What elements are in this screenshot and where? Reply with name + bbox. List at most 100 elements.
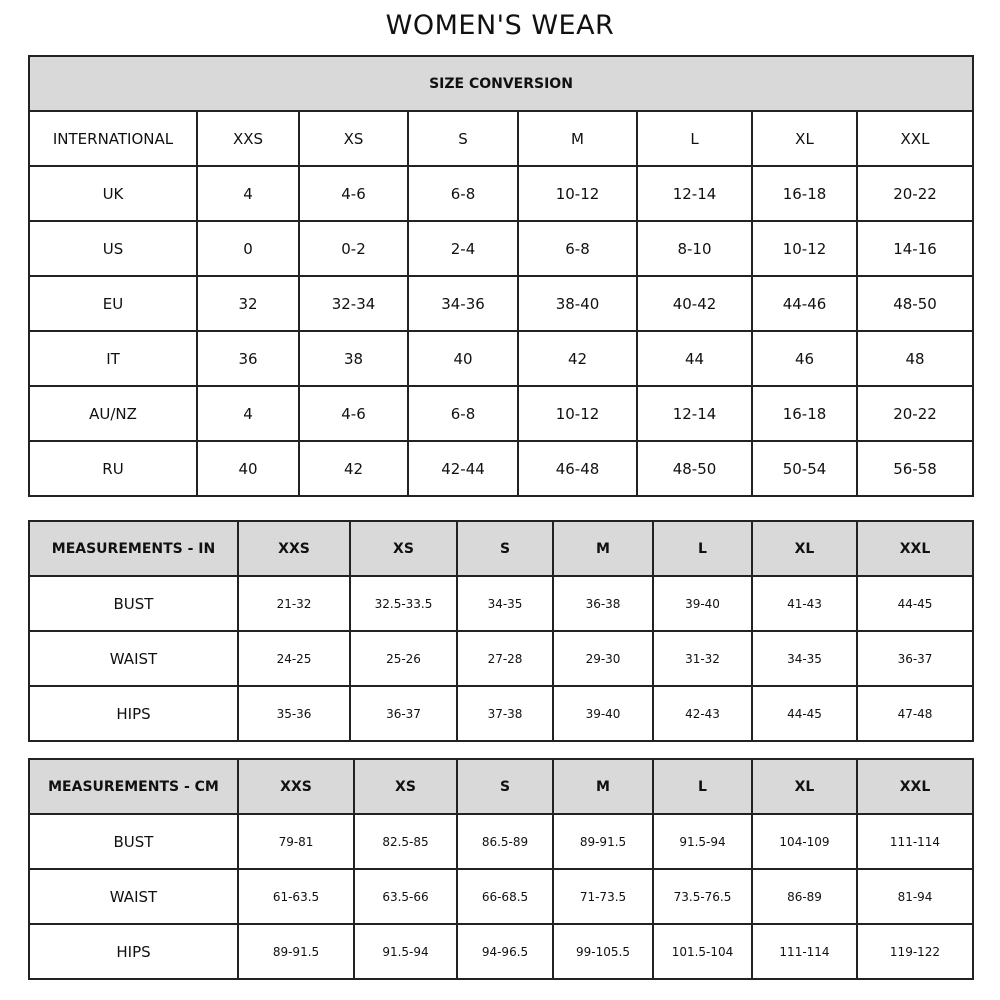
table-cell: 71-73.5 [552, 868, 654, 925]
table-cell: 50-54 [751, 440, 858, 497]
table-row: WAIST 61-63.5 63.5-66 66-68.5 71-73.5 73.5-76… [28, 868, 974, 925]
table-cell: 38 [298, 330, 409, 387]
table-cell: 20-22 [856, 385, 974, 442]
table-cell: 48-50 [636, 440, 753, 497]
table-cell: 42 [517, 330, 638, 387]
table-cell: 42 [298, 440, 409, 497]
row-label: AU/NZ [28, 385, 198, 442]
column-header: XS [349, 520, 458, 577]
row-label: RU [28, 440, 198, 497]
table-cell: 42-44 [407, 440, 519, 497]
table-cell: 79-81 [237, 813, 355, 870]
table-row: US 0 0-2 2-4 6-8 8-10 10-12 14-16 [28, 220, 974, 277]
row-label: IT [28, 330, 198, 387]
table-row: BUST 21-32 32.5-33.5 34-35 36-38 39-40 41-43 44… [28, 575, 974, 632]
row-label: HIPS [28, 685, 239, 742]
table-cell: 47-48 [856, 685, 974, 742]
table-cell: 99-105.5 [552, 923, 654, 980]
column-header: MEASUREMENTS - CM [28, 758, 239, 815]
table-cell: 111-114 [856, 813, 974, 870]
table-cell: 101.5-104 [652, 923, 753, 980]
table-cell: 8-10 [636, 220, 753, 277]
page-title: WOMEN'S WEAR [385, 10, 615, 41]
table-cell: 36-38 [552, 575, 654, 632]
table-cell: 39-40 [552, 685, 654, 742]
row-label: EU [28, 275, 198, 332]
table-cell: 24-25 [237, 630, 351, 687]
table-cell: 4 [196, 385, 300, 442]
table-cell: 10-12 [517, 385, 638, 442]
table-row: AU/NZ 4 4-6 6-8 10-12 12-14 16-18 20-22 [28, 385, 974, 442]
table-cell: 42-43 [652, 685, 753, 742]
table-cell: 37-38 [456, 685, 554, 742]
table-cell: 25-26 [349, 630, 458, 687]
table-cell: 32 [196, 275, 300, 332]
table-cell: 94-96.5 [456, 923, 554, 980]
column-header: S [456, 520, 554, 577]
table-cell: 12-14 [636, 385, 753, 442]
column-header: XS [353, 758, 458, 815]
row-label: WAIST [28, 868, 239, 925]
column-header: XXL [856, 520, 974, 577]
table-cell: 44 [636, 330, 753, 387]
table-cell: 10-12 [751, 220, 858, 277]
table-cell: 40-42 [636, 275, 753, 332]
table-cell: 32.5-33.5 [349, 575, 458, 632]
table-cell: 39-40 [652, 575, 753, 632]
table-row: RU 40 42 42-44 46-48 48-50 50-54 56-58 [28, 440, 974, 497]
table-cell: 86-89 [751, 868, 858, 925]
table-cell: 2-4 [407, 220, 519, 277]
column-header: M [552, 758, 654, 815]
caption-row: SIZE CONVERSION [28, 55, 974, 112]
table-cell: 63.5-66 [353, 868, 458, 925]
table-cell: 82.5-85 [353, 813, 458, 870]
table-cell: 6-8 [407, 385, 519, 442]
table-cell: 4-6 [298, 165, 409, 222]
header-row: MEASUREMENTS - IN XXS XS S M L XL XXL [28, 520, 974, 577]
table-cell: 61-63.5 [237, 868, 355, 925]
table-cell: 35-36 [237, 685, 351, 742]
table-cell: 89-91.5 [552, 813, 654, 870]
table-cell: 104-109 [751, 813, 858, 870]
table-row: HIPS 35-36 36-37 37-38 39-40 42-43 44-45 47-48 [28, 685, 974, 742]
size-conversion-table: SIZE CONVERSION INTERNATIONAL XXS XS S M L XL XX… [28, 55, 974, 497]
table-cell: 36 [196, 330, 300, 387]
column-header: MEASUREMENTS - IN [28, 520, 239, 577]
table-cell: 21-32 [237, 575, 351, 632]
table-cell: 29-30 [552, 630, 654, 687]
column-header: XXS [237, 520, 351, 577]
column-header: INTERNATIONAL [28, 110, 198, 167]
table-cell: 16-18 [751, 165, 858, 222]
column-header: XXL [856, 758, 974, 815]
table-row: EU 32 32-34 34-36 38-40 40-42 44-46 48-50 [28, 275, 974, 332]
table-cell: 48-50 [856, 275, 974, 332]
table-row: UK 4 4-6 6-8 10-12 12-14 16-18 20-22 [28, 165, 974, 222]
table-cell: 36-37 [349, 685, 458, 742]
row-label: UK [28, 165, 198, 222]
table-cell: 38-40 [517, 275, 638, 332]
table-row: HIPS 89-91.5 91.5-94 94-96.5 99-105.5 101.5-1… [28, 923, 974, 980]
row-label: BUST [28, 575, 239, 632]
header-row: MEASUREMENTS - CM XXS XS S M L XL XXL [28, 758, 974, 815]
table-cell: 66-68.5 [456, 868, 554, 925]
table-cell: 41-43 [751, 575, 858, 632]
table-cell: 48 [856, 330, 974, 387]
column-header: XXL [856, 110, 974, 167]
table-cell: 0-2 [298, 220, 409, 277]
table-cell: 0 [196, 220, 300, 277]
table-cell: 111-114 [751, 923, 858, 980]
header-row: INTERNATIONAL XXS XS S M L XL XXL [28, 110, 974, 167]
column-header: L [636, 110, 753, 167]
table-cell: 40 [407, 330, 519, 387]
table-cell: 31-32 [652, 630, 753, 687]
row-label: WAIST [28, 630, 239, 687]
table-cell: 44-45 [751, 685, 858, 742]
table-cell: 40 [196, 440, 300, 497]
table-cell: 44-45 [856, 575, 974, 632]
table-cell: 10-12 [517, 165, 638, 222]
table-cell: 91.5-94 [353, 923, 458, 980]
column-header: S [407, 110, 519, 167]
column-header: L [652, 758, 753, 815]
table-cell: 4-6 [298, 385, 409, 442]
column-header: XL [751, 758, 858, 815]
